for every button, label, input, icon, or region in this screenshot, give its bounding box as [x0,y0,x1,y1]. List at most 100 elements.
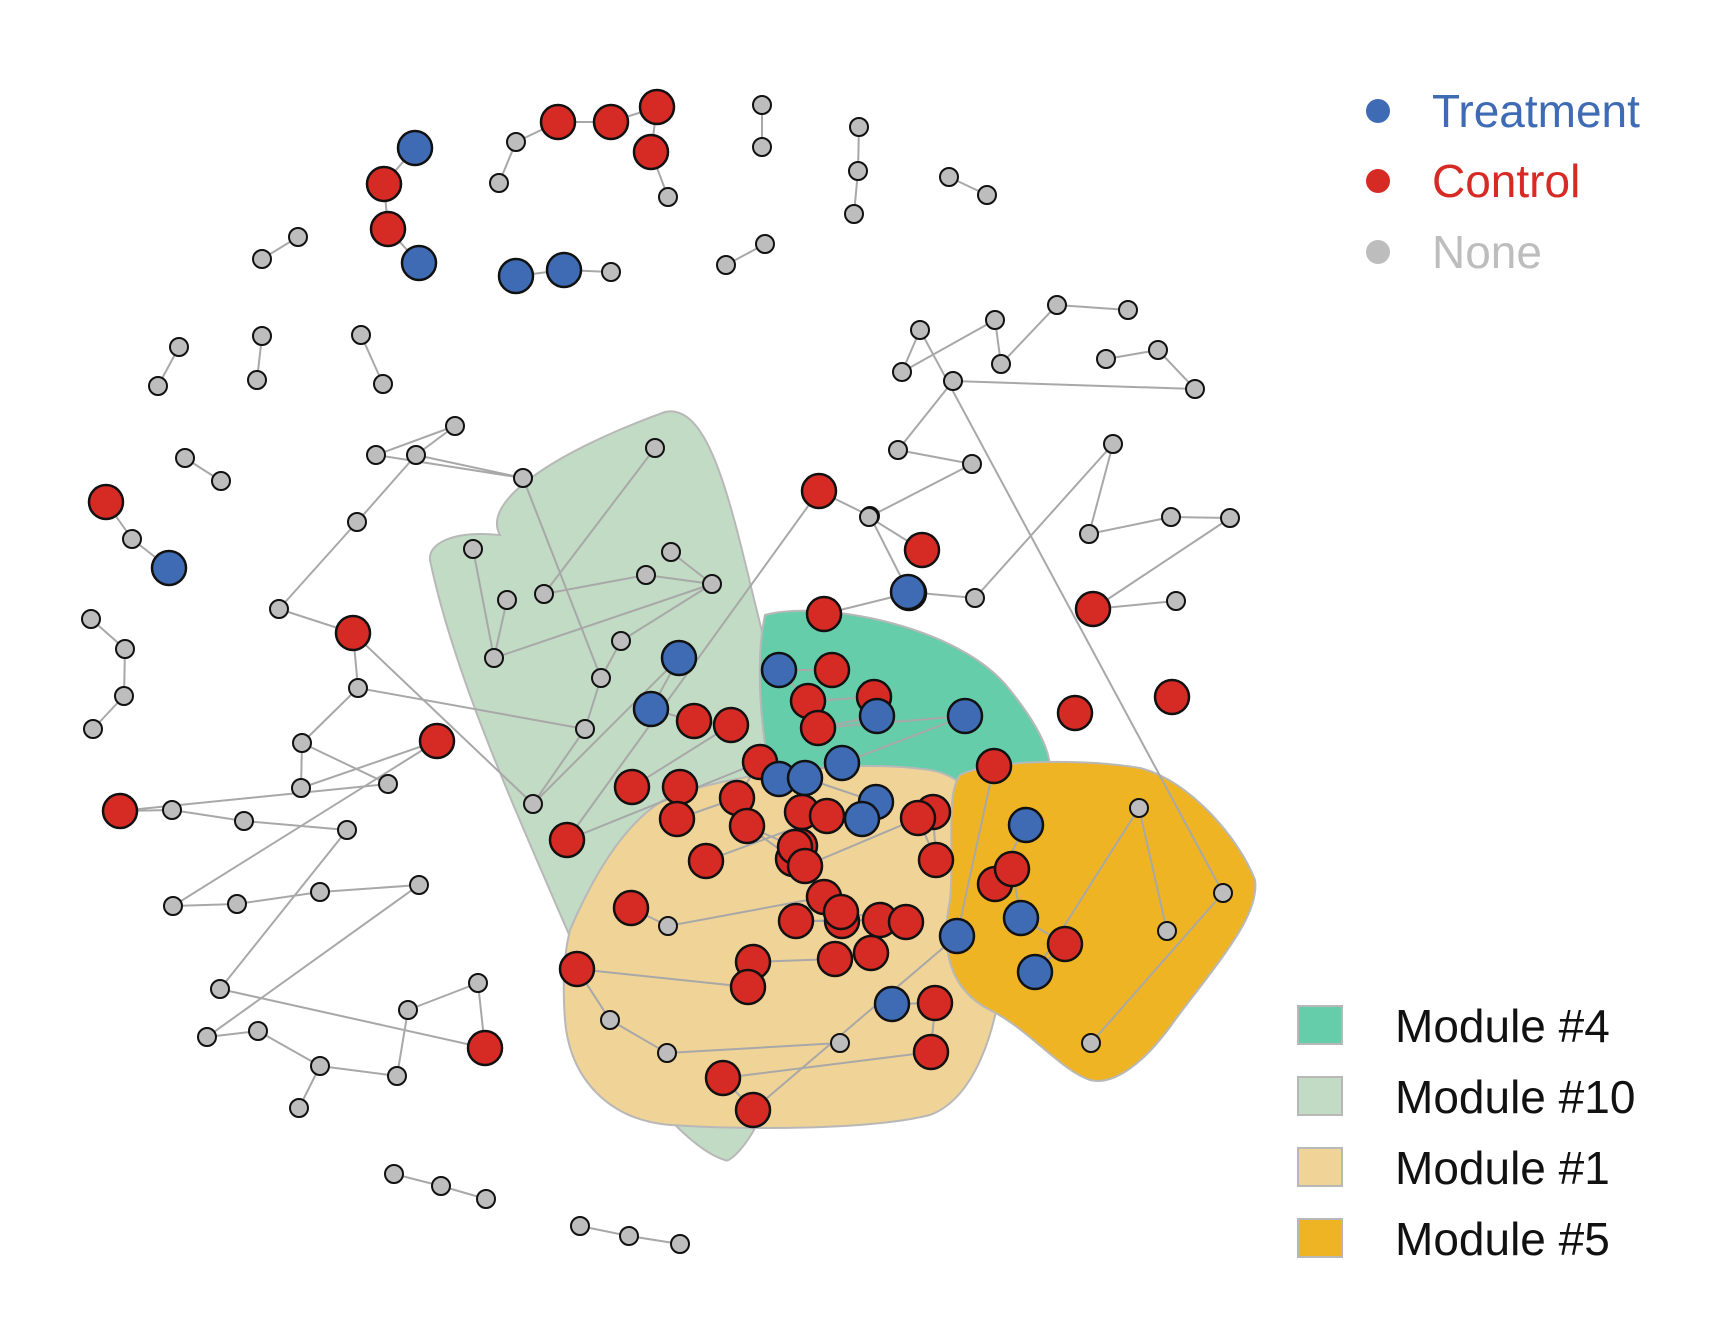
node-none [348,678,368,698]
legend-swatch-module-5 [1297,1218,1343,1258]
node-none [848,161,868,181]
node-none [658,187,678,207]
node-none [122,529,142,549]
node-none [1166,591,1186,611]
legend-dot-control [1366,169,1390,193]
legend-label-treatment: Treatment [1432,85,1640,137]
node-control [800,472,838,510]
edge [1000,304,1058,365]
edge [236,891,321,905]
node-treatment [545,251,583,289]
edge [841,715,966,764]
node-control [1056,694,1094,732]
node-treatment [150,549,188,587]
node-control [917,841,955,879]
node-none [289,1098,309,1118]
node-none [163,896,183,916]
node-treatment [843,800,881,838]
edge [609,1019,668,1054]
node-treatment [946,697,984,735]
node-treatment [786,759,824,797]
node-none [197,1027,217,1047]
node-control [712,706,750,744]
node-control [912,1033,950,1071]
node-none [939,167,959,187]
node-control [613,768,651,806]
edge [357,687,586,730]
module-hull-m1 [562,765,1007,1129]
node-none [844,204,864,224]
edge [219,829,348,990]
node-treatment [938,917,976,955]
node-none [463,539,483,559]
node-none [601,262,621,282]
legend-label-control: Control [1432,155,1580,207]
edge [576,968,749,988]
node-none [175,448,195,468]
edge [956,765,995,937]
node-treatment [823,744,861,782]
node-control [903,531,941,569]
node-none [378,774,398,794]
node-control [816,940,854,978]
node-none [575,719,595,739]
node-control [369,210,407,248]
node-none [702,574,722,594]
legend-label-none: None [1432,226,1542,278]
node-none [1129,798,1149,818]
node-none [252,249,272,269]
edge [974,443,1114,599]
edge [1090,892,1224,1044]
node-control [805,595,843,633]
edge [620,583,713,642]
node-none [657,1043,677,1063]
node-none [977,185,997,205]
node-control [558,950,596,988]
node-control [612,889,650,927]
node-control [638,88,676,126]
legend-label-module-10: Module #10 [1395,1071,1635,1123]
node-control [975,747,1013,785]
node-none [210,979,230,999]
node-none [234,811,254,831]
node-none [211,471,231,491]
legend-dot-none [1366,240,1390,264]
edge [522,477,602,679]
edge [532,728,586,805]
legend-swatch-module-1 [1297,1147,1343,1187]
node-none [943,371,963,391]
node-none [409,875,429,895]
legend-item-none: None [1366,226,1542,278]
node-none [406,445,426,465]
node-control [539,103,577,141]
node-none [1220,508,1240,528]
legend-label-module-5: Module #5 [1395,1213,1610,1265]
legend-item-module-4: Module #4 [1297,1000,1610,1052]
node-none [1096,349,1116,369]
node-none [114,686,134,706]
node-none [310,882,330,902]
node-none [636,565,656,585]
edge [667,896,825,927]
edge [1092,517,1231,610]
node-none [716,255,736,275]
node-none [489,173,509,193]
node-control [334,614,372,652]
node-none [619,1226,639,1246]
node-none [366,445,386,465]
node-control [365,165,403,203]
edge [868,463,973,518]
node-control [993,850,1031,888]
edge [897,449,973,465]
edge [300,740,438,789]
node-control [729,968,767,1006]
node-control [418,722,456,760]
node-none [1118,300,1138,320]
node-none [398,1000,418,1020]
edge [543,574,647,595]
node-control [887,903,925,941]
node-treatment [632,690,670,728]
node-control [661,768,699,806]
node-none [892,362,912,382]
